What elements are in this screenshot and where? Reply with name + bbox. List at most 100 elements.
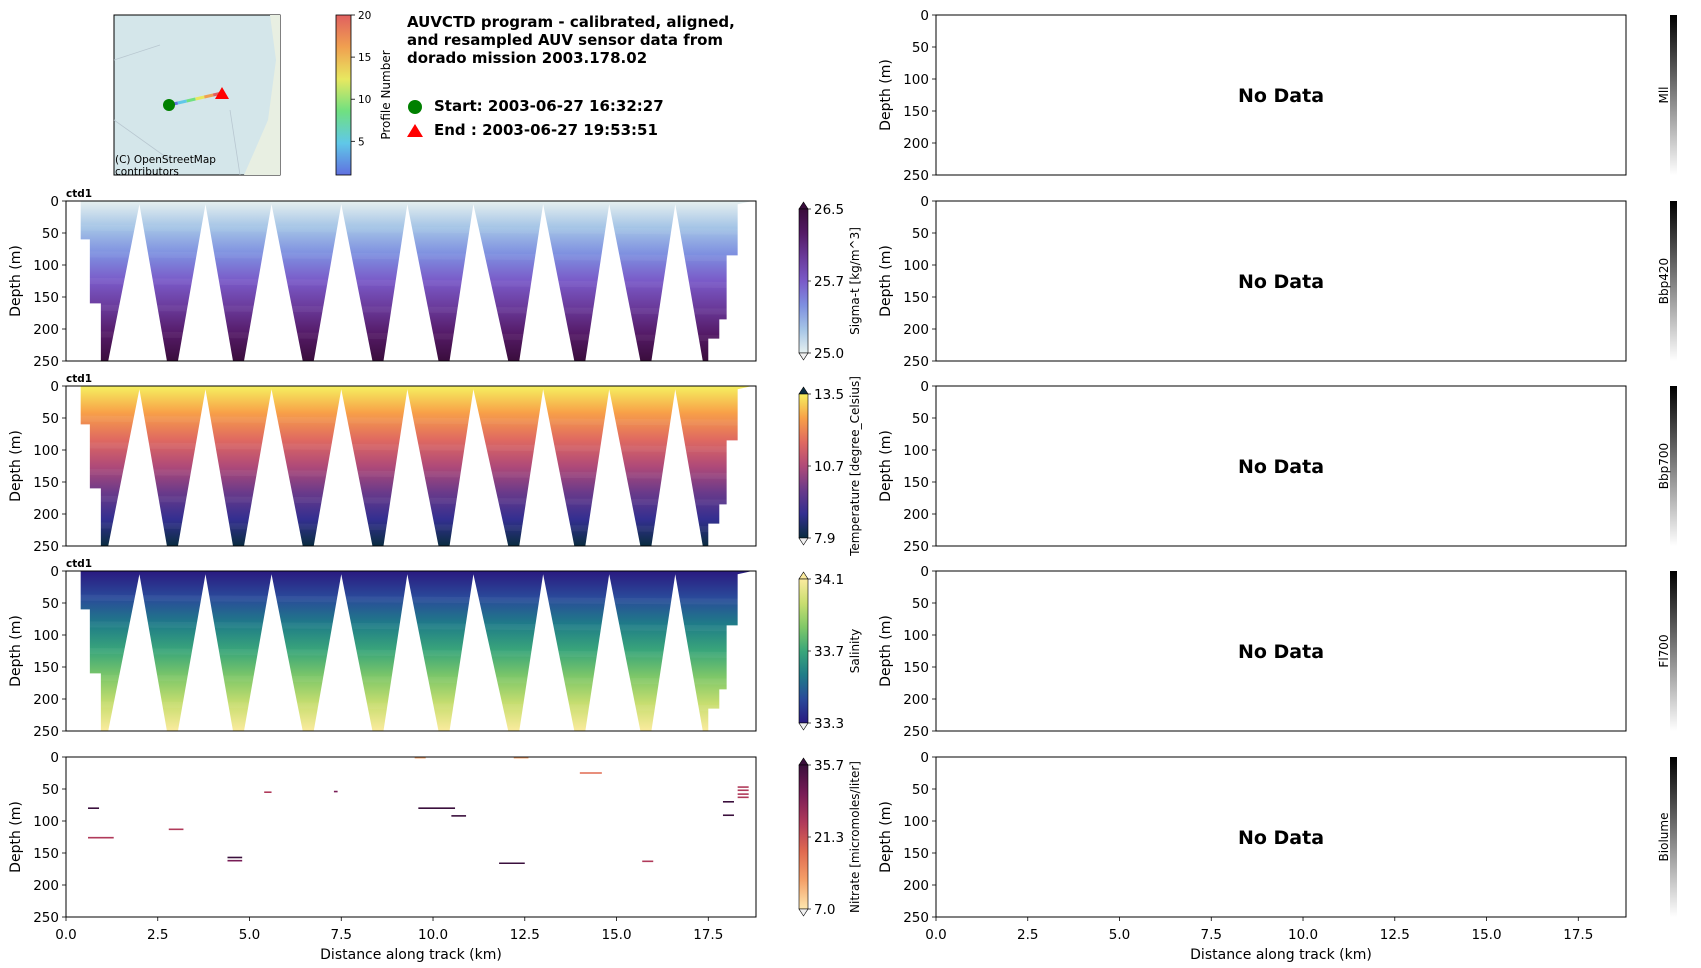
colorbar-bar <box>798 578 809 724</box>
heatmap-band <box>75 648 747 658</box>
y-axis-label: Depth (m) <box>8 801 24 873</box>
colorbar-bar <box>798 393 809 539</box>
y-tick-label: 100 <box>33 814 59 830</box>
y-tick-label: 250 <box>33 910 59 926</box>
ctd-1-axes: 0 50 100 150 200 250 Depth (m) <box>8 379 757 555</box>
source-label: ctd1 <box>66 558 92 570</box>
nodata-panel-4: No Data Biolume <box>1238 757 1677 917</box>
y-tick-label: 50 <box>912 782 929 798</box>
x-tick-label: 7.5 <box>1201 927 1222 943</box>
y-tick-label: 200 <box>903 878 929 894</box>
y-tick-label: 200 <box>33 507 59 523</box>
nodata-panel-0: No Data Mll <box>1238 15 1677 175</box>
colorbar-bar <box>798 208 809 354</box>
colorbar-tick-label: 25.7 <box>814 274 844 290</box>
y-tick-label: 150 <box>903 846 929 862</box>
y-tick-label: 100 <box>903 814 929 830</box>
title-line-2: and resampled AUV sensor data from <box>407 31 723 49</box>
y-tick-label: 50 <box>42 596 59 612</box>
no-data-label: No Data <box>1238 827 1324 849</box>
y-tick-label: 250 <box>903 724 929 740</box>
y-tick-label: 150 <box>33 660 59 676</box>
y-tick-label: 250 <box>903 168 929 184</box>
y-tick-label: 150 <box>903 660 929 676</box>
colorbar-bar <box>798 764 809 910</box>
x-tick-label: 2.5 <box>147 927 168 943</box>
y-tick-label: 150 <box>903 104 929 120</box>
nitrate-panel <box>88 756 749 865</box>
y-axis-label: Depth (m) <box>878 245 894 317</box>
grayscale-colorbar-label: Bbp420 <box>1657 258 1671 304</box>
title-line-1: AUVCTD program - calibrated, aligned, <box>407 13 735 31</box>
colorbar-tick-label: 13.5 <box>814 387 844 403</box>
ctd-2-frame <box>65 570 757 732</box>
map-land <box>222 15 280 175</box>
nodata-panel-3: No Data Fl700 <box>1238 571 1677 731</box>
y-tick-label: 250 <box>33 724 59 740</box>
y-tick-label: 150 <box>33 475 59 491</box>
map-attribution-1: (C) OpenStreetMap <box>115 154 216 166</box>
heatmap-0: ctd1 <box>66 188 753 361</box>
y-tick-label: 0 <box>920 194 929 210</box>
x-axis-label: Distance along track (km) <box>1190 947 1372 963</box>
colorbar-2: 34.1 33.7 33.3 Salinity <box>798 571 862 732</box>
y-tick-label: 250 <box>903 354 929 370</box>
heatmap-1: ctd1 <box>66 373 753 546</box>
y-tick-label: 100 <box>33 628 59 644</box>
map-start-marker <box>163 99 175 111</box>
ctd-0-axes: 0 50 100 150 200 250 Depth (m) <box>8 194 757 370</box>
track-segment <box>195 95 205 101</box>
profile-tick-label: 5 <box>358 136 365 148</box>
y-axis-label: Depth (m) <box>878 59 894 131</box>
y-tick-label: 200 <box>903 136 929 152</box>
y-tick-label: 100 <box>33 443 59 459</box>
x-tick-label: 17.5 <box>1563 927 1593 943</box>
y-tick-label: 200 <box>33 692 59 708</box>
y-tick-label: 50 <box>912 40 929 56</box>
y-axis-label: Depth (m) <box>8 430 24 502</box>
y-tick-label: 0 <box>920 8 929 24</box>
heatmap-band <box>75 495 747 506</box>
nodata-2-frame <box>935 385 1627 547</box>
heatmap-2: ctd1 <box>66 558 753 731</box>
nodata-1-frame <box>935 200 1627 362</box>
y-axis-label: Depth (m) <box>878 430 894 502</box>
colorbar-tick-label: 33.3 <box>814 716 844 732</box>
profile-colorbar-bar <box>335 14 352 176</box>
header: AUVCTD program - calibrated, aligned, an… <box>407 13 735 139</box>
x-axis-label: Distance along track (km) <box>320 947 502 963</box>
y-tick-label: 250 <box>903 539 929 555</box>
colorbar-tick-label: 34.1 <box>814 572 844 588</box>
y-tick-label: 50 <box>912 596 929 612</box>
y-tick-label: 150 <box>33 290 59 306</box>
heatmap-band <box>75 331 747 342</box>
grayscale-colorbar-label: Biolume <box>1657 813 1671 862</box>
ctd-1-frame <box>65 385 757 547</box>
start-text: Start: 2003-06-27 16:32:27 <box>434 97 664 115</box>
heatmap-band <box>75 701 747 712</box>
colorbar-extend-bottom <box>798 722 809 731</box>
colorbar-extend-top <box>798 571 809 580</box>
y-tick-label: 50 <box>912 411 929 427</box>
y-axis-label: Depth (m) <box>878 801 894 873</box>
colorbar-3: 35.7 21.3 7.0 Nitrate [micromoles/liter] <box>798 757 862 918</box>
heatmap-field-0 <box>80 201 753 361</box>
y-tick-label: 250 <box>903 910 929 926</box>
colorbar-extend-bottom <box>798 908 809 917</box>
grayscale-colorbar <box>1670 15 1677 175</box>
heatmap-band <box>75 674 747 685</box>
colorbar-extend-bottom <box>798 352 809 361</box>
colorbar-tick-label: 26.5 <box>814 202 844 218</box>
nodata-3-frame <box>935 570 1627 732</box>
y-tick-label: 0 <box>50 194 59 210</box>
end-text: End : 2003-06-27 19:53:51 <box>434 121 658 139</box>
no-data-label: No Data <box>1238 641 1324 663</box>
no-data-label: No Data <box>1238 85 1324 107</box>
x-tick-label: 15.0 <box>602 927 632 943</box>
track-segment <box>204 93 214 99</box>
x-tick-label: 12.5 <box>510 927 540 943</box>
y-tick-label: 100 <box>903 72 929 88</box>
y-tick-label: 50 <box>42 411 59 427</box>
map-frame <box>113 14 281 176</box>
